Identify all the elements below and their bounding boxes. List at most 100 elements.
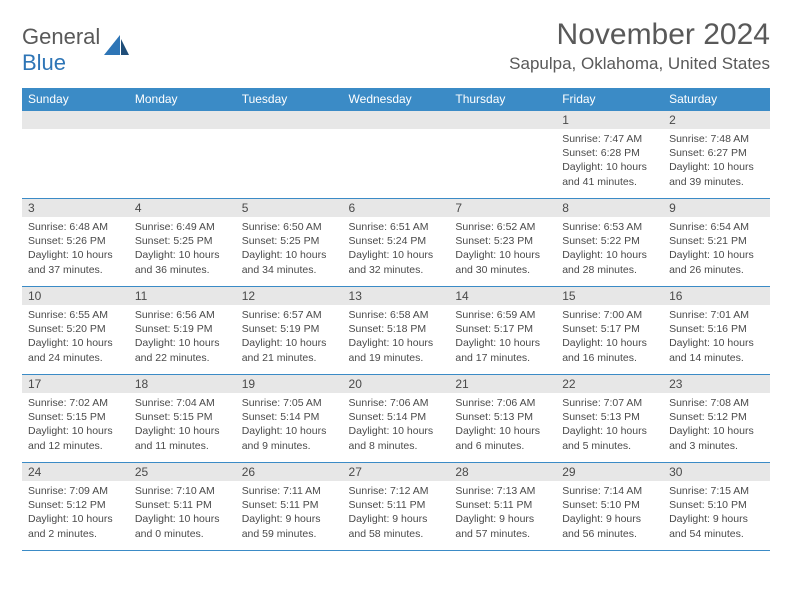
day-number: 4 <box>129 199 236 217</box>
calendar-day-cell: 22Sunrise: 7:07 AMSunset: 5:13 PMDayligh… <box>556 375 663 463</box>
day-number: 12 <box>236 287 343 305</box>
day-number: 6 <box>343 199 450 217</box>
day-number: 11 <box>129 287 236 305</box>
day-number: 29 <box>556 463 663 481</box>
calendar-day-cell <box>236 111 343 199</box>
day-details: Sunrise: 6:56 AMSunset: 5:19 PMDaylight:… <box>129 305 236 369</box>
calendar-day-cell: 26Sunrise: 7:11 AMSunset: 5:11 PMDayligh… <box>236 463 343 551</box>
day-number: 25 <box>129 463 236 481</box>
calendar-week-row: 10Sunrise: 6:55 AMSunset: 5:20 PMDayligh… <box>22 287 770 375</box>
day-number: 27 <box>343 463 450 481</box>
day-details: Sunrise: 6:55 AMSunset: 5:20 PMDaylight:… <box>22 305 129 369</box>
calendar-day-cell: 15Sunrise: 7:00 AMSunset: 5:17 PMDayligh… <box>556 287 663 375</box>
day-number: 19 <box>236 375 343 393</box>
calendar-day-cell: 20Sunrise: 7:06 AMSunset: 5:14 PMDayligh… <box>343 375 450 463</box>
weekday-header-row: SundayMondayTuesdayWednesdayThursdayFrid… <box>22 88 770 111</box>
day-number: 30 <box>663 463 770 481</box>
day-number <box>449 111 556 129</box>
weekday-header: Friday <box>556 88 663 111</box>
calendar-day-cell: 23Sunrise: 7:08 AMSunset: 5:12 PMDayligh… <box>663 375 770 463</box>
calendar-day-cell: 19Sunrise: 7:05 AMSunset: 5:14 PMDayligh… <box>236 375 343 463</box>
day-number: 16 <box>663 287 770 305</box>
calendar-day-cell: 10Sunrise: 6:55 AMSunset: 5:20 PMDayligh… <box>22 287 129 375</box>
weekday-header: Wednesday <box>343 88 450 111</box>
day-details: Sunrise: 7:47 AMSunset: 6:28 PMDaylight:… <box>556 129 663 193</box>
day-details: Sunrise: 6:49 AMSunset: 5:25 PMDaylight:… <box>129 217 236 281</box>
day-number: 9 <box>663 199 770 217</box>
day-number: 3 <box>22 199 129 217</box>
calendar-day-cell: 8Sunrise: 6:53 AMSunset: 5:22 PMDaylight… <box>556 199 663 287</box>
calendar-day-cell <box>449 111 556 199</box>
brand-part1: General <box>22 24 100 49</box>
day-details: Sunrise: 7:12 AMSunset: 5:11 PMDaylight:… <box>343 481 450 545</box>
calendar-week-row: 1Sunrise: 7:47 AMSunset: 6:28 PMDaylight… <box>22 111 770 199</box>
day-number: 13 <box>343 287 450 305</box>
day-details: Sunrise: 6:50 AMSunset: 5:25 PMDaylight:… <box>236 217 343 281</box>
day-details: Sunrise: 7:11 AMSunset: 5:11 PMDaylight:… <box>236 481 343 545</box>
day-number: 5 <box>236 199 343 217</box>
calendar-day-cell <box>22 111 129 199</box>
day-number: 7 <box>449 199 556 217</box>
calendar-week-row: 24Sunrise: 7:09 AMSunset: 5:12 PMDayligh… <box>22 463 770 551</box>
weekday-header: Tuesday <box>236 88 343 111</box>
day-details: Sunrise: 7:05 AMSunset: 5:14 PMDaylight:… <box>236 393 343 457</box>
weekday-header: Sunday <box>22 88 129 111</box>
day-details: Sunrise: 7:06 AMSunset: 5:13 PMDaylight:… <box>449 393 556 457</box>
calendar-day-cell: 7Sunrise: 6:52 AMSunset: 5:23 PMDaylight… <box>449 199 556 287</box>
sail-icon <box>104 35 130 64</box>
calendar-week-row: 3Sunrise: 6:48 AMSunset: 5:26 PMDaylight… <box>22 199 770 287</box>
day-details: Sunrise: 6:52 AMSunset: 5:23 PMDaylight:… <box>449 217 556 281</box>
calendar-day-cell: 21Sunrise: 7:06 AMSunset: 5:13 PMDayligh… <box>449 375 556 463</box>
day-details: Sunrise: 6:51 AMSunset: 5:24 PMDaylight:… <box>343 217 450 281</box>
day-details: Sunrise: 7:15 AMSunset: 5:10 PMDaylight:… <box>663 481 770 545</box>
day-number: 10 <box>22 287 129 305</box>
day-details: Sunrise: 7:13 AMSunset: 5:11 PMDaylight:… <box>449 481 556 545</box>
weekday-header: Thursday <box>449 88 556 111</box>
day-details: Sunrise: 7:10 AMSunset: 5:11 PMDaylight:… <box>129 481 236 545</box>
day-number: 26 <box>236 463 343 481</box>
calendar-day-cell: 3Sunrise: 6:48 AMSunset: 5:26 PMDaylight… <box>22 199 129 287</box>
calendar-day-cell: 18Sunrise: 7:04 AMSunset: 5:15 PMDayligh… <box>129 375 236 463</box>
calendar-day-cell: 1Sunrise: 7:47 AMSunset: 6:28 PMDaylight… <box>556 111 663 199</box>
day-details: Sunrise: 6:57 AMSunset: 5:19 PMDaylight:… <box>236 305 343 369</box>
day-number: 23 <box>663 375 770 393</box>
calendar-day-cell: 2Sunrise: 7:48 AMSunset: 6:27 PMDaylight… <box>663 111 770 199</box>
calendar-day-cell: 9Sunrise: 6:54 AMSunset: 5:21 PMDaylight… <box>663 199 770 287</box>
day-number: 22 <box>556 375 663 393</box>
calendar-day-cell: 24Sunrise: 7:09 AMSunset: 5:12 PMDayligh… <box>22 463 129 551</box>
day-number: 1 <box>556 111 663 129</box>
day-details: Sunrise: 7:08 AMSunset: 5:12 PMDaylight:… <box>663 393 770 457</box>
day-number <box>22 111 129 129</box>
calendar-table: SundayMondayTuesdayWednesdayThursdayFrid… <box>22 88 770 551</box>
day-details: Sunrise: 7:06 AMSunset: 5:14 PMDaylight:… <box>343 393 450 457</box>
weekday-header: Saturday <box>663 88 770 111</box>
location: Sapulpa, Oklahoma, United States <box>509 54 770 74</box>
brand-text: General Blue <box>22 24 100 76</box>
day-number: 21 <box>449 375 556 393</box>
day-details: Sunrise: 7:09 AMSunset: 5:12 PMDaylight:… <box>22 481 129 545</box>
day-number: 15 <box>556 287 663 305</box>
calendar-day-cell: 27Sunrise: 7:12 AMSunset: 5:11 PMDayligh… <box>343 463 450 551</box>
weekday-header: Monday <box>129 88 236 111</box>
day-number: 2 <box>663 111 770 129</box>
brand-logo: General Blue <box>22 24 130 76</box>
calendar-day-cell: 17Sunrise: 7:02 AMSunset: 5:15 PMDayligh… <box>22 375 129 463</box>
header: General Blue November 2024 Sapulpa, Okla… <box>22 18 770 76</box>
calendar-week-row: 17Sunrise: 7:02 AMSunset: 5:15 PMDayligh… <box>22 375 770 463</box>
calendar-day-cell <box>343 111 450 199</box>
calendar-day-cell: 16Sunrise: 7:01 AMSunset: 5:16 PMDayligh… <box>663 287 770 375</box>
calendar-day-cell: 13Sunrise: 6:58 AMSunset: 5:18 PMDayligh… <box>343 287 450 375</box>
day-number <box>129 111 236 129</box>
day-details: Sunrise: 7:00 AMSunset: 5:17 PMDaylight:… <box>556 305 663 369</box>
calendar-day-cell: 14Sunrise: 6:59 AMSunset: 5:17 PMDayligh… <box>449 287 556 375</box>
calendar-day-cell <box>129 111 236 199</box>
day-details: Sunrise: 6:54 AMSunset: 5:21 PMDaylight:… <box>663 217 770 281</box>
day-number: 28 <box>449 463 556 481</box>
day-number <box>236 111 343 129</box>
day-details: Sunrise: 6:48 AMSunset: 5:26 PMDaylight:… <box>22 217 129 281</box>
day-details: Sunrise: 6:59 AMSunset: 5:17 PMDaylight:… <box>449 305 556 369</box>
day-number: 24 <box>22 463 129 481</box>
day-details: Sunrise: 7:14 AMSunset: 5:10 PMDaylight:… <box>556 481 663 545</box>
day-number: 14 <box>449 287 556 305</box>
calendar-day-cell: 6Sunrise: 6:51 AMSunset: 5:24 PMDaylight… <box>343 199 450 287</box>
